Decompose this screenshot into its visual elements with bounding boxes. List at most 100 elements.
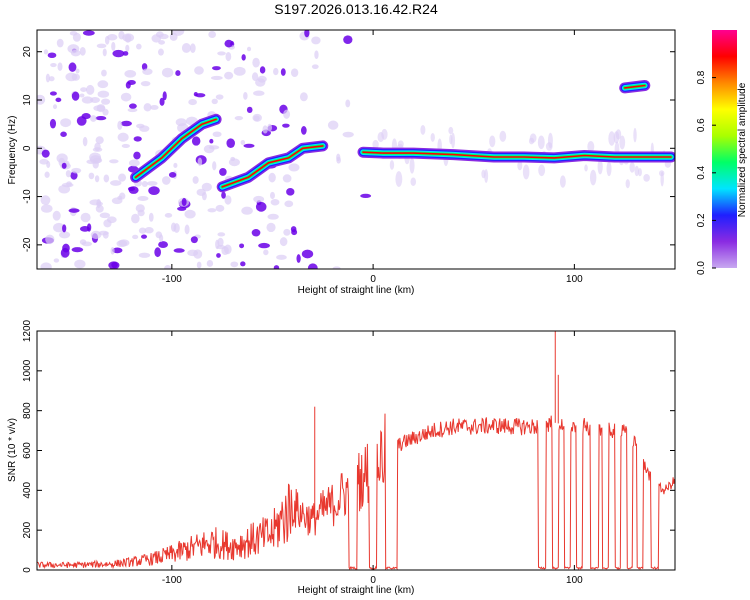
spectrogram-blob xyxy=(212,131,222,138)
spectrogram-blob xyxy=(79,93,85,98)
spectrogram-blob xyxy=(597,159,603,175)
spectrogram-blob xyxy=(61,162,67,169)
spectrogram-blob xyxy=(102,108,109,116)
spectrogram-blob xyxy=(489,135,496,148)
spectrogram-blob xyxy=(69,31,78,36)
spectrogram-blob xyxy=(65,170,72,178)
spectrogram-blob xyxy=(225,51,232,62)
spectrogram-blob xyxy=(107,34,118,41)
spectrogram-blob xyxy=(71,73,80,81)
spectrogram-blob xyxy=(94,142,101,152)
spectrogram-blob xyxy=(121,143,130,149)
spectrogram-blob xyxy=(60,131,67,137)
snr-xlabel: Height of straight line (km) xyxy=(298,585,415,596)
spectrogram-blob xyxy=(175,70,181,77)
spectrogram-blob xyxy=(40,204,53,213)
spectrogram-blob xyxy=(124,33,132,43)
spectrogram-blob xyxy=(101,69,107,77)
snr-ytick-label: 1000 xyxy=(22,359,33,382)
spectrogram-blob xyxy=(343,35,353,45)
spectrogram-xtick-label: 100 xyxy=(566,274,583,285)
spectrogram-ytick-label: 10 xyxy=(22,94,33,106)
spectrogram-blob xyxy=(537,135,545,150)
spectrogram-blob xyxy=(529,133,537,143)
spectrogram-blob xyxy=(253,90,265,96)
spectrogram-blob xyxy=(243,91,248,100)
spectrogram-blob xyxy=(246,46,252,52)
spectrogram-blob xyxy=(629,161,635,173)
spectrogram-blob xyxy=(212,66,221,71)
spectrogram-blob xyxy=(75,68,80,74)
spectrogram-blob xyxy=(129,103,137,109)
spectrogram-blob xyxy=(90,115,97,122)
spectrogram-blob xyxy=(619,135,626,150)
spectrogram-blob xyxy=(216,253,221,258)
spectrogram-blob xyxy=(111,197,123,205)
spectrogram-blob xyxy=(259,66,266,74)
spectrogram-blob xyxy=(57,62,63,71)
spectrogram-blob xyxy=(117,132,129,142)
spectrogram-blob xyxy=(150,105,159,110)
spectrogram-blob xyxy=(58,231,71,239)
spectrogram-blob xyxy=(286,188,295,196)
spectrogram-blob xyxy=(88,172,95,180)
spectrogram-blob xyxy=(409,157,415,174)
spectrogram-blob xyxy=(82,136,88,147)
spectrogram-blob xyxy=(127,80,136,85)
snr-frame xyxy=(36,330,676,571)
spectrogram-blob xyxy=(181,198,187,206)
spectrogram-blob xyxy=(111,41,116,51)
spectrogram-blob xyxy=(122,51,129,56)
spectrogram-blob xyxy=(253,115,260,121)
spectrogram-blob xyxy=(146,181,158,186)
spectrogram-xlabel: Height of straight line (km) xyxy=(298,285,415,296)
spectrogram-blob xyxy=(215,94,224,100)
spectrogram-blob xyxy=(430,132,435,142)
spectrogram-blob xyxy=(181,43,191,53)
colorbar-tick-label: 0.8 xyxy=(696,70,707,84)
spectrogram-blob xyxy=(360,193,372,199)
spectrogram-blob xyxy=(587,141,595,153)
spectrogram-blob xyxy=(110,247,115,255)
spectrogram-blob xyxy=(284,200,294,208)
spectrogram-blob xyxy=(70,171,78,180)
spectrogram-blob xyxy=(71,91,80,101)
spectrogram-blob xyxy=(208,31,217,39)
spectrogram-blob xyxy=(522,164,530,180)
spectrogram-blob xyxy=(81,96,94,104)
spectrogram-blob xyxy=(140,81,151,87)
colorbar-tick-label: 0.4 xyxy=(696,165,707,179)
spectrogram-blob xyxy=(301,249,314,259)
spectrogram-blob xyxy=(280,68,286,76)
spectrogram-blob xyxy=(273,67,279,76)
spectrogram-blob xyxy=(190,43,196,54)
spectrogram-blob xyxy=(263,249,269,256)
spectrogram-blob xyxy=(86,223,92,232)
spectrogram-blob xyxy=(49,91,57,96)
spectrogram-blob xyxy=(103,174,110,183)
spectrogram-blob xyxy=(296,254,301,263)
snr-background xyxy=(37,331,675,570)
spectrogram-blob xyxy=(103,219,112,228)
spectrogram-blob xyxy=(559,175,566,188)
spectrogram-blob xyxy=(124,69,137,78)
spectrogram-blob xyxy=(212,161,217,171)
spectrogram-blob xyxy=(228,158,240,167)
spectrogram-blob xyxy=(61,182,74,188)
spectrogram-blob xyxy=(97,90,110,98)
spectrogram-blob xyxy=(109,159,119,164)
spectrogram-blob xyxy=(217,51,226,56)
spectrogram-blob xyxy=(197,157,203,167)
spectrogram-blob xyxy=(86,84,95,95)
spectrogram-blob xyxy=(158,40,166,45)
spectrogram-blob xyxy=(137,195,149,201)
snr-ytick-label: 200 xyxy=(22,521,33,538)
spectrogram-blob xyxy=(221,191,226,199)
spectrogram-blob xyxy=(158,241,169,248)
spectrogram-blob xyxy=(209,138,214,144)
spectrogram-blob xyxy=(173,248,185,253)
spectrogram-blob xyxy=(395,171,403,188)
spectrogram-blob xyxy=(45,73,50,83)
spectrogram-blob xyxy=(141,234,148,239)
